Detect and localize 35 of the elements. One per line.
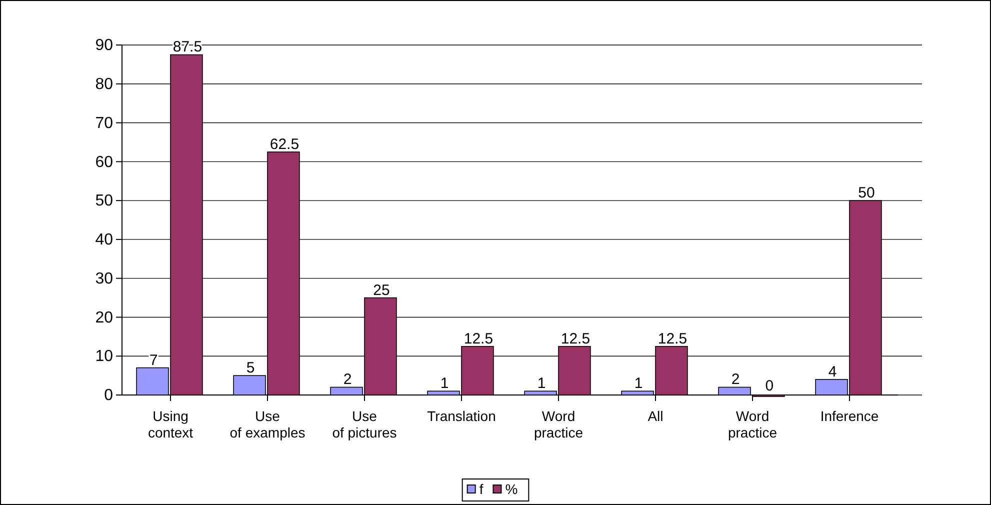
data-label: 2 — [731, 371, 740, 388]
data-label: 1 — [634, 375, 643, 392]
y-tick-label: 80 — [95, 76, 114, 94]
data-label: 0 — [765, 378, 774, 394]
x-tick-label: Use of pictures — [332, 408, 397, 441]
data-label: 1 — [440, 375, 449, 392]
data-label: 50 — [858, 184, 875, 202]
legend-label: % — [505, 481, 518, 497]
y-tick-label: 90 — [95, 37, 114, 54]
x-tick-label: All — [648, 408, 664, 424]
y-tick-label: 60 — [95, 154, 114, 171]
y-tick-label: 0 — [104, 387, 114, 404]
x-tick-label: Word practice — [534, 408, 584, 441]
y-tick-label: 10 — [95, 348, 114, 366]
y-tick-label: 40 — [95, 232, 114, 249]
x-tick-label: Inference — [820, 408, 879, 424]
data-label: 1 — [537, 375, 546, 392]
x-tick-label: Use of examples — [230, 408, 306, 441]
x-tick-label: Word practice — [728, 408, 778, 441]
data-label: 5 — [246, 360, 255, 377]
data-label: 2 — [343, 371, 352, 388]
data-label: 12.5 — [464, 330, 494, 348]
x-tick-label: Translation — [427, 408, 496, 424]
data-label: 7 — [149, 352, 158, 369]
data-label: 62.5 — [270, 136, 300, 153]
y-tick-label: 70 — [95, 114, 114, 132]
data-label: 12.5 — [658, 330, 688, 348]
data-label: 12.5 — [560, 330, 590, 348]
data-label: 4 — [828, 363, 837, 380]
x-tick-label: Using context — [148, 408, 194, 441]
y-tick-label: 30 — [95, 270, 114, 288]
y-tick-label: 50 — [95, 192, 114, 210]
data-label: 25 — [373, 282, 390, 299]
y-tick-label: 20 — [95, 309, 114, 326]
legend-label: f — [479, 481, 484, 497]
